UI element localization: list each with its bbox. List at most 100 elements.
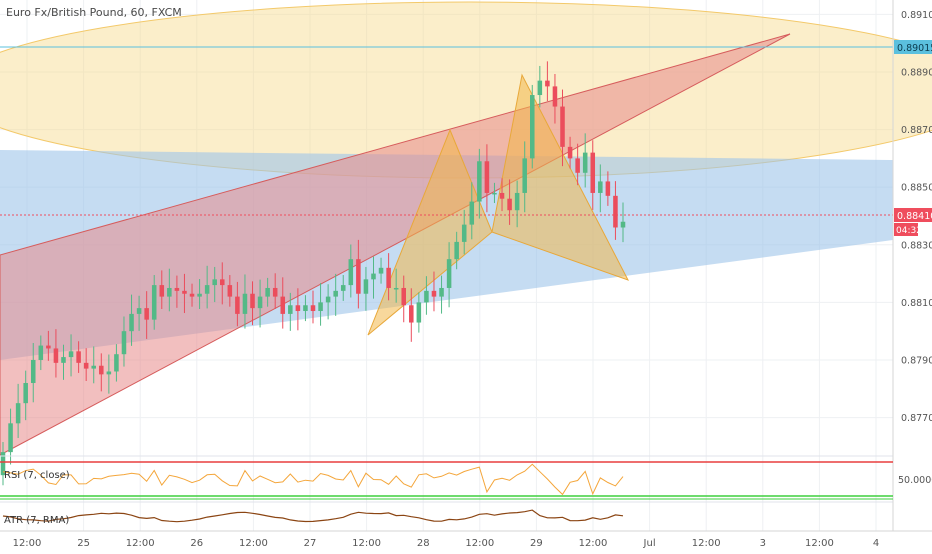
candle-body[interactable] xyxy=(416,302,422,323)
candle-body[interactable] xyxy=(220,279,225,286)
candle-body[interactable] xyxy=(575,158,580,173)
candle-body[interactable] xyxy=(537,80,543,96)
candle-body[interactable] xyxy=(598,181,603,193)
candle-body[interactable] xyxy=(242,293,248,314)
candle-body[interactable] xyxy=(167,287,172,297)
candle-body[interactable] xyxy=(23,383,28,404)
candle-body[interactable] xyxy=(446,259,452,288)
candle-body[interactable] xyxy=(613,195,618,228)
red-wedge-drawing[interactable] xyxy=(0,33,791,456)
harmonic-pattern-right[interactable] xyxy=(491,73,630,281)
time-tick-label: 12:00 xyxy=(465,538,494,549)
candle-body[interactable] xyxy=(91,365,96,369)
candle-body[interactable] xyxy=(454,241,459,260)
candle-body[interactable] xyxy=(235,296,240,314)
candle-body[interactable] xyxy=(371,273,376,280)
candle-body[interactable] xyxy=(409,305,414,323)
candle-body[interactable] xyxy=(439,287,444,297)
candle-body[interactable] xyxy=(159,285,165,297)
rsi-line xyxy=(2,463,624,496)
candle-body[interactable] xyxy=(151,285,157,320)
candle-body[interactable] xyxy=(356,259,361,294)
candle-body[interactable] xyxy=(114,354,119,372)
candle-body[interactable] xyxy=(522,158,527,193)
time-tick-label: 12:00 xyxy=(352,538,381,549)
candle-body[interactable] xyxy=(197,293,202,297)
candle-body[interactable] xyxy=(620,221,626,228)
time-tick-label: 12:00 xyxy=(13,538,42,549)
candle-body[interactable] xyxy=(484,161,490,193)
candle-body[interactable] xyxy=(99,365,104,375)
candle-body[interactable] xyxy=(61,357,66,363)
candle-body[interactable] xyxy=(378,267,384,274)
candle-body[interactable] xyxy=(174,287,180,291)
candle-body[interactable] xyxy=(318,302,323,312)
candle-body[interactable] xyxy=(250,293,255,309)
candle-body[interactable] xyxy=(552,86,558,107)
candle-body[interactable] xyxy=(386,267,391,288)
candle-body[interactable] xyxy=(0,452,6,476)
candle-body[interactable] xyxy=(8,423,13,453)
candle-body[interactable] xyxy=(76,351,81,363)
candle-body[interactable] xyxy=(38,345,44,360)
time-axis[interactable]: 12:00 25 12:00 26 12:00 27 12:00 28 12:00 29 12:00… xyxy=(13,538,880,549)
candle-body[interactable] xyxy=(189,293,195,297)
candle-body[interactable] xyxy=(461,224,467,242)
candle-body[interactable] xyxy=(68,351,74,358)
candle-body[interactable] xyxy=(560,106,565,147)
time-tick-label: 29 xyxy=(530,538,543,549)
candle-body[interactable] xyxy=(499,192,505,199)
candle-body[interactable] xyxy=(144,308,149,320)
candle-body[interactable] xyxy=(492,192,497,195)
atr-label: ATR (7, RMA) xyxy=(4,515,69,526)
candle-body[interactable] xyxy=(121,331,127,355)
candle-body[interactable] xyxy=(567,146,573,159)
candle-body[interactable] xyxy=(363,279,369,294)
candle-body[interactable] xyxy=(310,305,316,312)
candle-body[interactable] xyxy=(227,285,233,297)
candle-body[interactable] xyxy=(303,305,308,312)
candle-body[interactable] xyxy=(325,296,331,303)
time-tick-label: 27 xyxy=(304,538,317,549)
candle-body[interactable] xyxy=(605,181,611,196)
candle-body[interactable] xyxy=(582,152,588,173)
rsi-level-label: 50.0000 xyxy=(898,475,932,486)
candle-body[interactable] xyxy=(53,348,59,363)
candle-body[interactable] xyxy=(136,308,142,314)
candle-body[interactable] xyxy=(46,345,51,349)
candle-body[interactable] xyxy=(204,285,210,294)
candle-body[interactable] xyxy=(469,201,475,225)
candle-body[interactable] xyxy=(530,95,535,159)
candle-body[interactable] xyxy=(477,161,482,202)
candle-body[interactable] xyxy=(424,290,429,303)
candle-body[interactable] xyxy=(15,403,21,424)
candle-body[interactable] xyxy=(129,313,134,332)
candle-body[interactable] xyxy=(106,371,112,375)
current-price-marker-bg xyxy=(894,208,932,222)
candles-group[interactable] xyxy=(0,61,626,486)
candle-body[interactable] xyxy=(83,362,89,369)
candle-body[interactable] xyxy=(393,287,399,290)
candle-body[interactable] xyxy=(545,80,550,87)
candle-body[interactable] xyxy=(212,279,217,286)
candle-body[interactable] xyxy=(288,305,293,314)
candle-body[interactable] xyxy=(295,305,301,312)
candle-body[interactable] xyxy=(30,359,36,384)
candle-body[interactable] xyxy=(507,198,512,211)
candle-body[interactable] xyxy=(333,290,338,297)
candle-body[interactable] xyxy=(265,287,270,297)
harmonic-pattern-left[interactable] xyxy=(367,128,493,336)
candle-body[interactable] xyxy=(431,290,437,297)
candle-body[interactable] xyxy=(401,287,406,306)
candle-body[interactable] xyxy=(257,296,263,309)
candle-body[interactable] xyxy=(182,290,187,294)
candle-body[interactable] xyxy=(348,259,354,286)
candle-body[interactable] xyxy=(272,287,278,297)
candle-body[interactable] xyxy=(590,152,596,193)
candle-body[interactable] xyxy=(280,296,286,314)
candle-body[interactable] xyxy=(514,192,520,211)
candle-body[interactable] xyxy=(340,285,346,291)
